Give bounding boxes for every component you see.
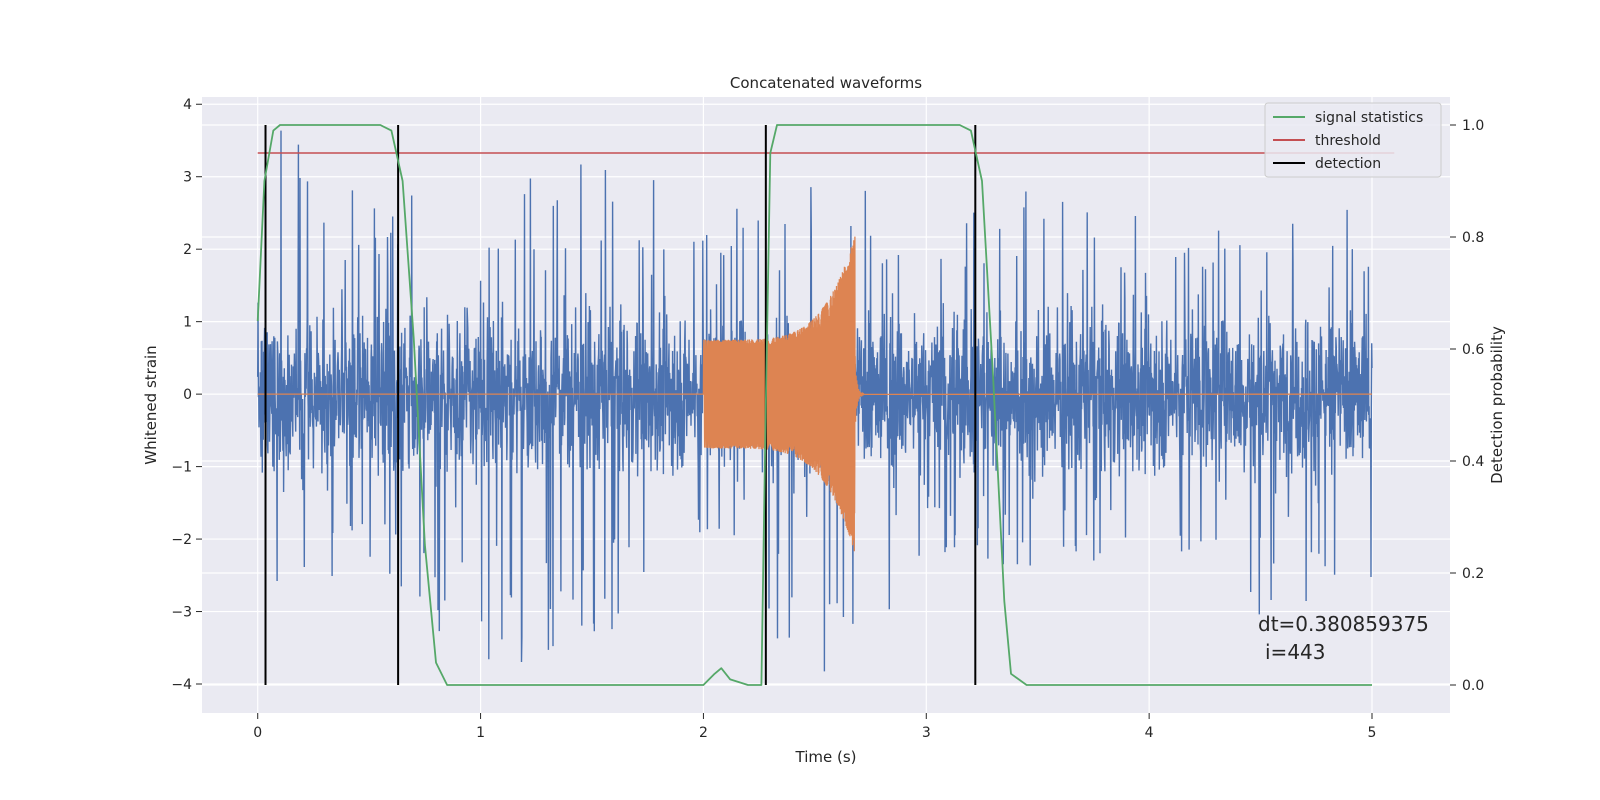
x-tick-label: 2 xyxy=(699,725,708,741)
bottom-axis-ticks: 0 1 2 3 4 5 xyxy=(253,713,1376,741)
left-axis-ticks: −4 −3 −2 −1 0 1 2 3 4 xyxy=(171,97,202,693)
annotation-i: i=443 xyxy=(1265,640,1326,664)
x-tick-label: 3 xyxy=(922,725,931,741)
y-right-tick-label: 0.2 xyxy=(1462,566,1484,582)
y-right-tick-label: 1.0 xyxy=(1462,118,1484,134)
y-tick-label: −4 xyxy=(171,677,192,693)
legend-box xyxy=(1264,102,1442,178)
y-tick-label: 2 xyxy=(183,242,192,258)
legend-label-detection: detection xyxy=(1315,156,1381,172)
data-layer xyxy=(256,124,1395,686)
legend: signal statistics threshold detection xyxy=(1264,102,1442,178)
y-tick-label: 4 xyxy=(183,97,192,113)
y-right-tick-label: 0.0 xyxy=(1462,678,1484,694)
series-signal-statistics xyxy=(256,124,1372,686)
series-injection xyxy=(257,236,1373,552)
y-right-tick-label: 0.6 xyxy=(1462,342,1484,358)
y-axis-right-label: Detection probability xyxy=(1488,326,1506,484)
legend-label-threshold: threshold xyxy=(1315,133,1381,149)
x-axis-label: Time (s) xyxy=(795,748,857,766)
x-tick-label: 4 xyxy=(1145,725,1154,741)
y-axis-label: Whitened strain xyxy=(142,345,160,464)
y-tick-label: −1 xyxy=(171,460,192,476)
annotation-dt: dt=0.380859375 xyxy=(1258,612,1429,636)
y-right-tick-label: 0.4 xyxy=(1462,454,1484,470)
x-tick-label: 5 xyxy=(1368,725,1377,741)
right-axis-ticks: 0.0 0.2 0.4 0.6 0.8 1.0 xyxy=(1450,118,1484,694)
x-tick-label: 0 xyxy=(253,725,262,741)
y-tick-label: 1 xyxy=(183,315,192,331)
y-tick-label: 0 xyxy=(183,387,192,403)
x-tick-label: 1 xyxy=(476,725,485,741)
legend-label-signal-statistics: signal statistics xyxy=(1315,110,1423,126)
y-tick-label: −3 xyxy=(171,605,192,621)
y-tick-label: −2 xyxy=(171,532,192,548)
y-right-tick-label: 0.8 xyxy=(1462,230,1484,246)
chart-title: Concatenated waveforms xyxy=(730,74,922,92)
y-tick-label: 3 xyxy=(183,170,192,186)
